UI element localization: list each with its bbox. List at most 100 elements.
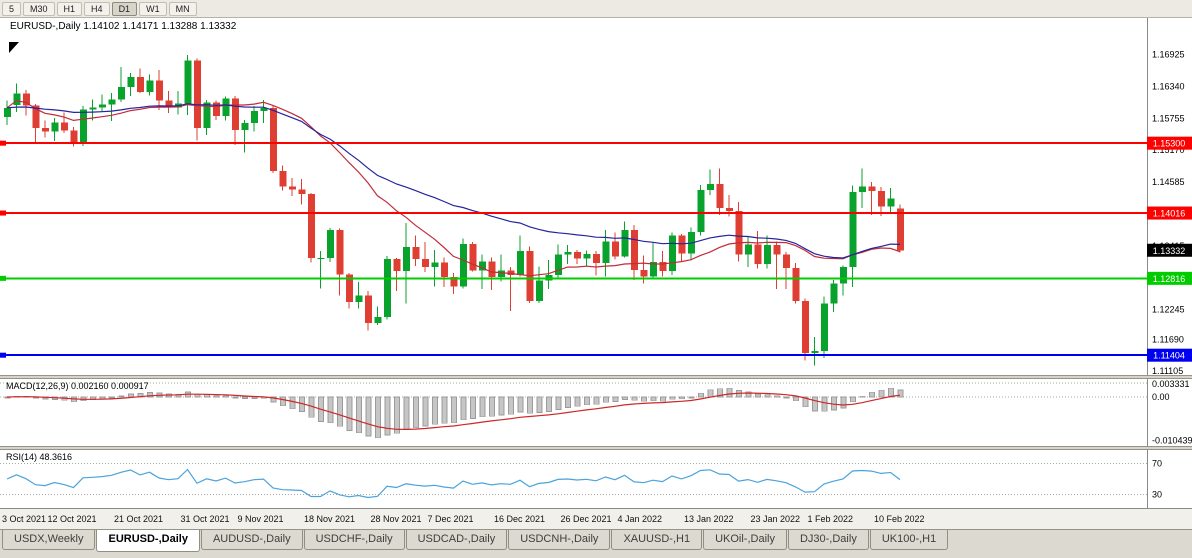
macd-histogram-bar bbox=[109, 396, 115, 399]
candle-body bbox=[403, 247, 410, 272]
chart-tab-usdcad-daily[interactable]: USDCAD-,Daily bbox=[405, 530, 508, 550]
time-axis[interactable]: 3 Oct 2021 12 Oct 2021 21 Oct 2021 31 Oct 2… bbox=[0, 508, 1192, 529]
price-chart-pane[interactable]: 1.16925 1.16340 1.15755 1.15170 1.14585 1.140… bbox=[0, 18, 1192, 375]
level-handle[interactable] bbox=[0, 275, 6, 281]
candle-body bbox=[811, 351, 819, 354]
macd-histogram-bar bbox=[745, 391, 752, 398]
timeframe-button-5[interactable]: 5 bbox=[2, 1, 22, 16]
price-badge bbox=[1147, 271, 1192, 285]
timeframe-toolbar: 5 M30 H1 H4 D1 W1 MN bbox=[0, 0, 1192, 18]
price-badge-label: 1.14016 bbox=[1153, 209, 1186, 219]
candle-body bbox=[849, 192, 857, 268]
price-tick-label: 1.15755 bbox=[1152, 113, 1185, 123]
date-tick-label: 4 Jan 2022 bbox=[617, 514, 663, 524]
price-tick-label: 1.16340 bbox=[1152, 82, 1185, 92]
candle-body bbox=[498, 270, 505, 278]
date-tick-label: 3 Oct 2021 bbox=[2, 514, 47, 524]
chart-tab-uk100-h1[interactable]: UK100-,H1 bbox=[869, 530, 949, 550]
macd-histogram-bar bbox=[498, 396, 505, 416]
chart-tab-dj30-daily[interactable]: DJ30-,Daily bbox=[787, 530, 869, 550]
macd-histogram-bar bbox=[622, 396, 628, 400]
candle-body bbox=[327, 230, 334, 258]
rsi-indicator-pane[interactable]: 70 30 RSI(14) 48.3616 bbox=[0, 450, 1192, 508]
timeframe-button-H1[interactable]: H1 bbox=[56, 1, 83, 16]
macd-histogram-bar bbox=[603, 396, 609, 403]
chart-object-marker-icon[interactable] bbox=[9, 42, 19, 53]
candle-body bbox=[298, 189, 306, 194]
level-handle[interactable] bbox=[0, 352, 6, 358]
macd-axis-label: 0.00 bbox=[1152, 392, 1170, 402]
level-handle[interactable] bbox=[0, 140, 6, 146]
candle-body bbox=[80, 109, 87, 144]
macd-signal-line bbox=[6, 392, 901, 431]
macd-canvas[interactable]: 0.003331 0.00 -0.010439 bbox=[0, 379, 1192, 446]
candle-body bbox=[431, 262, 439, 268]
chart-tab-audusd-daily[interactable]: AUDUSD-,Daily bbox=[200, 530, 303, 550]
timeframe-button-MN[interactable]: MN bbox=[168, 1, 197, 16]
chart-tab-usdchf-daily[interactable]: USDCHF-,Daily bbox=[303, 530, 405, 550]
macd-label: MACD(12,26,9) 0.002160 0.000917 bbox=[6, 381, 149, 391]
candle-body bbox=[631, 230, 638, 270]
macd-histogram-bar bbox=[451, 396, 457, 424]
candle-body bbox=[840, 267, 847, 284]
chart-tab-usdcnh-daily[interactable]: USDCNH-,Daily bbox=[508, 530, 611, 550]
rsi-canvas[interactable]: 70 30 bbox=[0, 450, 1192, 508]
timeframe-button-M30[interactable]: M30 bbox=[23, 1, 55, 16]
date-tick-label: 21 Oct 2021 bbox=[114, 514, 164, 524]
candle-body bbox=[830, 283, 838, 304]
candle-body bbox=[887, 198, 895, 207]
candle-body bbox=[726, 207, 733, 212]
candle-body bbox=[716, 183, 724, 208]
macd-histogram-bar bbox=[669, 396, 676, 400]
candle-body bbox=[792, 267, 800, 301]
candle-body bbox=[574, 252, 581, 259]
price-tick-label: 1.16925 bbox=[1152, 50, 1185, 60]
candle-body bbox=[659, 261, 667, 272]
chart-tab-ukoil-daily[interactable]: UKOil-,Daily bbox=[703, 530, 787, 550]
candle-body bbox=[13, 93, 21, 106]
pane-splitter[interactable] bbox=[0, 446, 1192, 450]
macd-histogram-bar bbox=[565, 396, 571, 408]
macd-histogram-bar bbox=[726, 387, 733, 398]
candle-body bbox=[384, 259, 391, 317]
macd-histogram-bar bbox=[118, 395, 125, 398]
price-badge bbox=[1147, 136, 1192, 150]
chart-tabs: USDX,Weekly EURUSD-,Daily AUDUSD-,Daily USD… bbox=[0, 529, 1192, 558]
candle-body bbox=[89, 107, 97, 110]
chart-tab-usdx-weekly[interactable]: USDX,Weekly bbox=[2, 530, 96, 550]
price-tick-label: 1.14585 bbox=[1152, 177, 1185, 187]
price-tick-label: 1.12245 bbox=[1152, 304, 1185, 314]
macd-histogram-bar bbox=[232, 396, 239, 399]
candle-body bbox=[194, 60, 201, 128]
date-tick-label: 18 Nov 2021 bbox=[304, 514, 356, 524]
macd-histogram-bar bbox=[593, 396, 600, 405]
macd-histogram-bar bbox=[356, 396, 362, 434]
macd-histogram-bar bbox=[508, 396, 514, 415]
timeframe-button-D1[interactable]: D1 bbox=[111, 1, 138, 16]
pane-splitter[interactable] bbox=[0, 375, 1192, 379]
level-handle[interactable] bbox=[0, 210, 6, 216]
macd-histogram-bar bbox=[365, 396, 372, 437]
timeframe-button-W1[interactable]: W1 bbox=[139, 1, 167, 16]
candle-body bbox=[203, 102, 211, 128]
candle-body bbox=[735, 211, 743, 255]
price-badge-label: 1.11404 bbox=[1153, 351, 1185, 361]
candle-body bbox=[678, 235, 686, 254]
macd-histogram-bar bbox=[470, 396, 476, 419]
candle-body bbox=[868, 186, 876, 192]
date-tick-label: 31 Oct 2021 bbox=[180, 514, 230, 524]
timeframe-button-H4[interactable]: H4 bbox=[84, 1, 110, 16]
chart-tab-xauusd-h1[interactable]: XAUUSD-,H1 bbox=[611, 530, 703, 550]
candle-body bbox=[146, 80, 154, 93]
macd-histogram-bar bbox=[584, 396, 590, 406]
candle-body bbox=[593, 254, 600, 263]
macd-indicator-pane[interactable]: 0.003331 0.00 -0.010439 MACD(12,26,9) 0.00… bbox=[0, 379, 1192, 446]
price-chart-canvas[interactable]: 1.16925 1.16340 1.15755 1.15170 1.14585 1.140… bbox=[0, 18, 1192, 375]
date-tick-label: 13 Jan 2022 bbox=[684, 514, 734, 524]
chart-tab-eurusd-daily[interactable]: EURUSD-,Daily bbox=[96, 530, 200, 552]
candle-body bbox=[61, 122, 68, 131]
macd-histogram-bar bbox=[527, 396, 533, 414]
candle-body bbox=[165, 100, 173, 108]
chart-title: EURUSD-,Daily 1.14102 1.14171 1.13288 1.… bbox=[10, 21, 236, 32]
date-tick-label: 10 Feb 2022 bbox=[874, 514, 925, 524]
